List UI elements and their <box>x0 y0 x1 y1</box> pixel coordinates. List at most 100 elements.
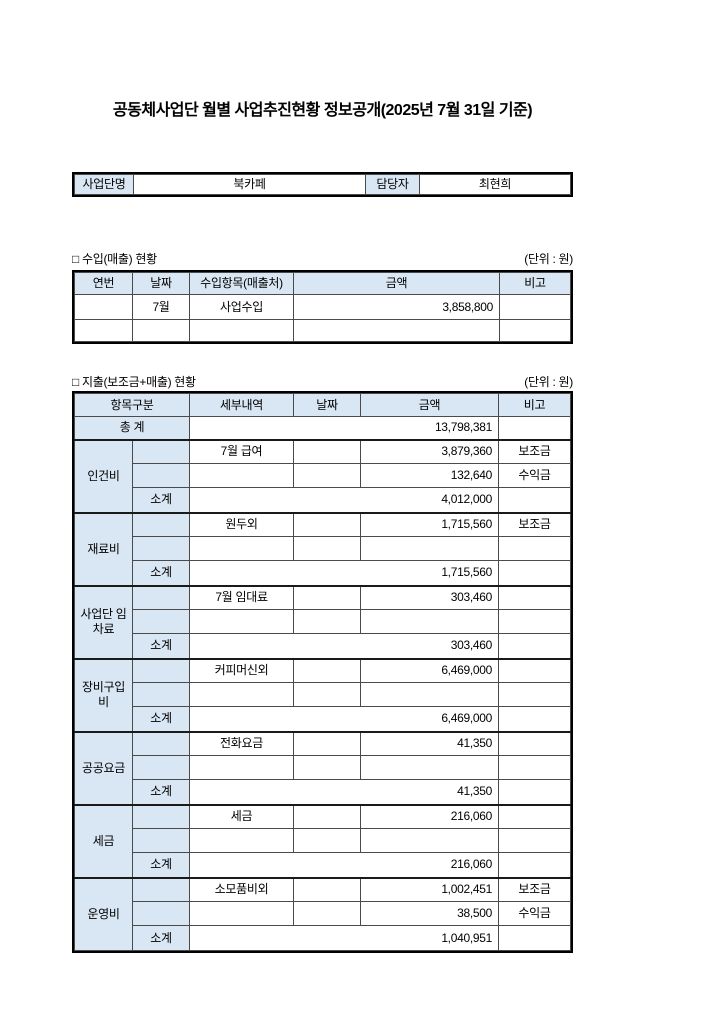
expense-date-cell <box>293 901 361 926</box>
expense-group-row: 공공요금 전화요금 41,350 <box>74 730 571 805</box>
expense-subtotal-label: 소계 <box>132 633 190 659</box>
expense-subtotal-label: 소계 <box>132 560 190 586</box>
expense-subtotal-note <box>498 560 571 586</box>
expense-header-category: 항목구분 <box>74 393 190 417</box>
expense-group-row <box>75 609 571 634</box>
expense-table: 항목구분 세부내역 날짜 금액 비고 총 계 13,798,381 인건비 7월 급여 3,879… <box>72 391 573 953</box>
expense-detail-cell: 세금 <box>189 803 294 829</box>
expense-subtotal-amount: 4,012,000 <box>189 487 499 513</box>
expense-group-row: 132,640 수익금 <box>75 463 571 488</box>
expense-subtotal-amount: 216,060 <box>189 852 499 878</box>
expense-subtotal-row: 소계 216,060 <box>75 852 571 878</box>
expense-subcol-cell <box>132 901 190 926</box>
income-date-cell: 7월 <box>132 294 190 320</box>
expense-subtotal-row: 소계 6,469,000 <box>75 706 571 732</box>
expense-header-detail: 세부내역 <box>189 393 294 417</box>
income-row: 7월 사업수입 3,858,800 <box>74 294 571 320</box>
expense-amount-cell <box>360 609 499 634</box>
expense-subcol-cell <box>132 609 190 634</box>
expense-total-note <box>498 416 571 440</box>
expense-subcol-cell <box>132 657 190 683</box>
expense-detail-cell <box>189 463 294 488</box>
expense-detail-cell <box>189 828 294 853</box>
expense-subcol-cell <box>132 876 190 902</box>
info-row: 사업단명 북카페 담당자 최현희 <box>74 174 571 195</box>
income-header-item: 수입항목(매출처) <box>189 272 294 295</box>
expense-group-row: 장비구입비 커피머신외 6,469,000 <box>74 657 571 732</box>
expense-date-cell <box>293 755 361 780</box>
expense-date-cell <box>293 609 361 634</box>
expense-header-note: 비고 <box>498 393 571 417</box>
expense-amount-cell: 1,002,451 <box>360 876 499 902</box>
expense-note-cell <box>498 803 571 829</box>
expense-amount-cell: 303,460 <box>360 584 499 610</box>
expense-amount-cell: 216,060 <box>360 803 499 829</box>
team-name-label: 사업단명 <box>74 174 134 195</box>
expense-date-cell <box>293 463 361 488</box>
expense-detail-cell <box>189 609 294 634</box>
expense-unit-label: (단위 : 원) <box>524 375 573 389</box>
expense-group-row: 사업단 임차료 7월 임대료 303,460 <box>74 584 571 659</box>
expense-subtotal-amount: 6,469,000 <box>189 706 499 732</box>
expense-note-cell <box>498 730 571 756</box>
expense-subtotal-note <box>498 487 571 513</box>
income-date-cell <box>132 319 190 342</box>
expense-date-cell <box>293 803 361 829</box>
expense-subcol-cell <box>132 536 190 561</box>
expense-subtotal-label: 소계 <box>132 706 190 732</box>
expense-total-amount: 13,798,381 <box>189 416 499 440</box>
expense-date-cell <box>293 657 361 683</box>
expense-subtotal-label: 소계 <box>132 779 190 805</box>
expense-note-cell: 보조금 <box>498 876 571 902</box>
expense-amount-cell <box>360 828 499 853</box>
expense-group-label: 장비구입비 <box>74 657 133 732</box>
expense-subtotal-amount: 41,350 <box>189 779 499 805</box>
expense-subcol-cell <box>132 755 190 780</box>
expense-group-label: 공공요금 <box>74 730 133 805</box>
income-unit-label: (단위 : 원) <box>524 252 573 266</box>
expense-group-row: 38,500 수익금 <box>75 901 571 926</box>
expense-group-row <box>75 536 571 561</box>
expense-group-label: 재료비 <box>74 511 133 586</box>
expense-amount-cell: 38,500 <box>360 901 499 926</box>
expense-detail-cell <box>189 901 294 926</box>
manager-value: 최현희 <box>419 174 571 195</box>
expense-subcol-cell <box>132 682 190 707</box>
expense-date-cell <box>293 536 361 561</box>
expense-section-label: □ 지출(보조금+매출) 현황 <box>72 375 196 389</box>
expense-subtotal-note <box>498 779 571 805</box>
expense-header-amount: 금액 <box>360 393 499 417</box>
document-content: 공동체사업단 월별 사업추진현황 정보공개(2025년 7월 31일 기준) 사… <box>72 0 573 1024</box>
income-header-date: 날짜 <box>132 272 190 295</box>
income-section-header: □ 수입(매출) 현황 (단위 : 원) <box>72 250 573 267</box>
income-item-cell <box>189 319 294 342</box>
expense-subcol-cell <box>132 730 190 756</box>
expense-group-row: 세금 세금 216,060 <box>74 803 571 878</box>
expense-detail-cell <box>189 682 294 707</box>
expense-subtotal-row: 소계 303,460 <box>75 633 571 659</box>
income-no-cell <box>74 294 133 320</box>
income-row <box>74 319 571 342</box>
expense-note-cell <box>498 657 571 683</box>
expense-detail-cell <box>189 755 294 780</box>
expense-subtotal-row: 소계 1,040,951 <box>75 925 571 951</box>
expense-group-label: 사업단 임차료 <box>74 584 133 659</box>
expense-detail-cell: 원두외 <box>189 511 294 537</box>
expense-subtotal-label: 소계 <box>132 487 190 513</box>
expense-date-cell <box>293 682 361 707</box>
page-title: 공동체사업단 월별 사업추진현황 정보공개(2025년 7월 31일 기준) <box>112 102 533 119</box>
expense-note-cell: 보조금 <box>498 438 571 464</box>
manager-label: 담당자 <box>365 174 420 195</box>
expense-date-cell <box>293 730 361 756</box>
expense-subtotal-row: 소계 4,012,000 <box>75 487 571 513</box>
expense-subtotal-amount: 1,040,951 <box>189 925 499 951</box>
expense-note-cell: 보조금 <box>498 511 571 537</box>
expense-amount-cell: 132,640 <box>360 463 499 488</box>
expense-group-row <box>75 682 571 707</box>
expense-subtotal-note <box>498 633 571 659</box>
expense-subcol-cell <box>132 828 190 853</box>
expense-group-label: 세금 <box>74 803 133 878</box>
expense-amount-cell <box>360 755 499 780</box>
expense-subtotal-row: 소계 41,350 <box>75 779 571 805</box>
